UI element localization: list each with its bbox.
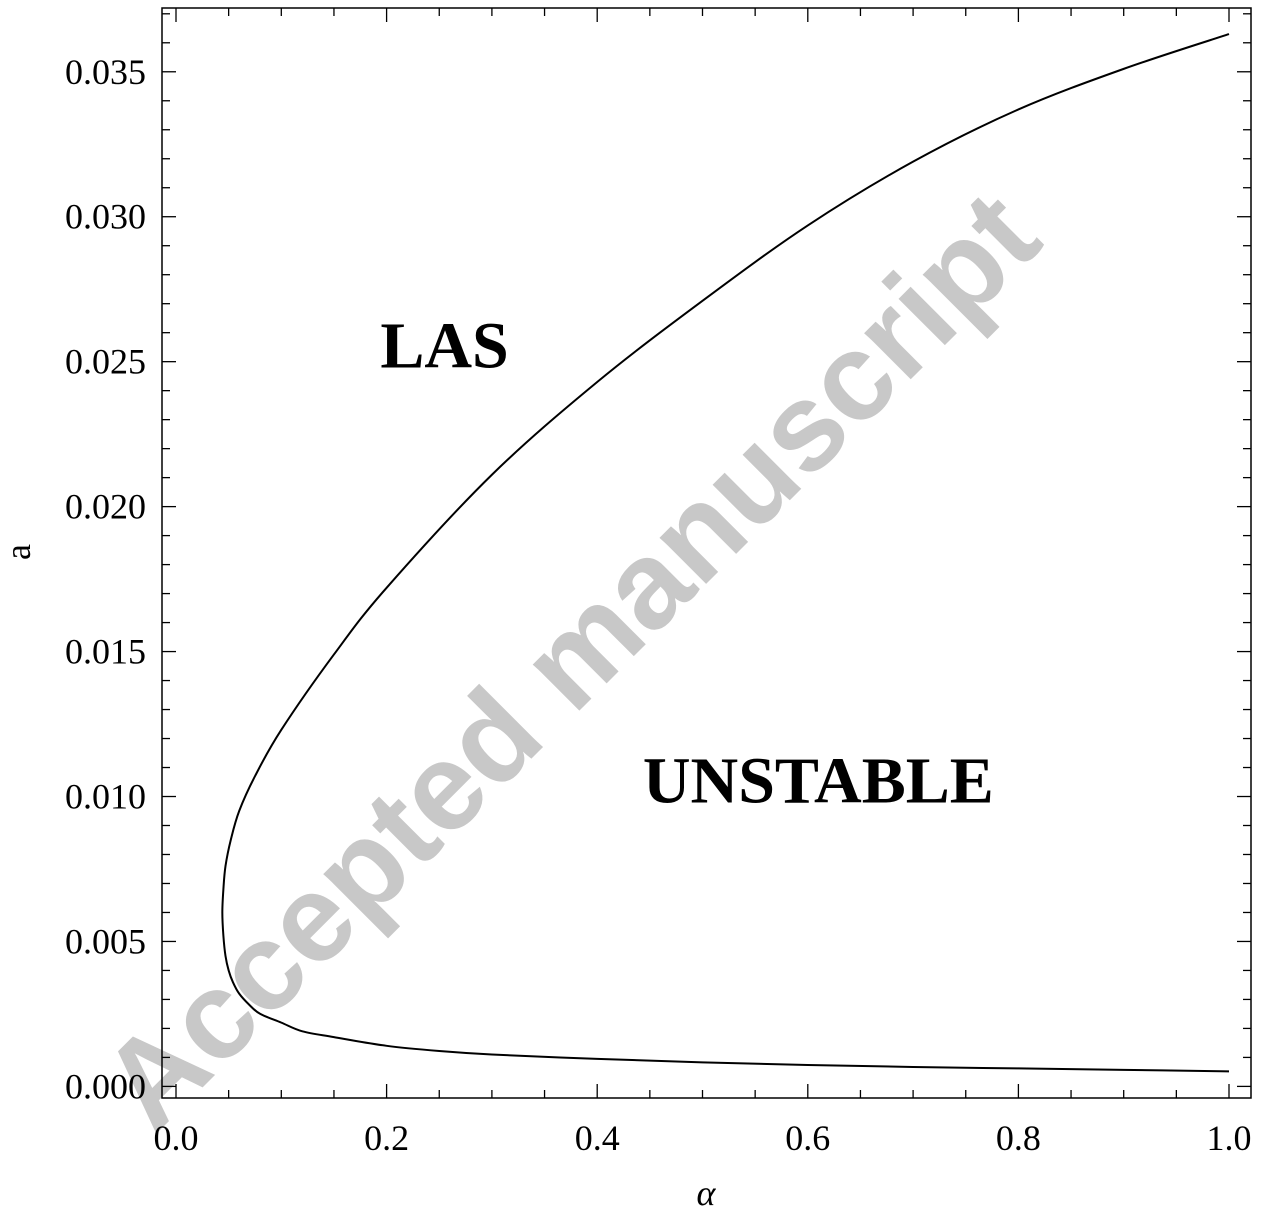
y-tick-label: 0.030 — [65, 197, 146, 237]
tick-labels: 0.0 0.2 0.4 0.6 0.8 1.0 0.000 0.005 0.010 0.015 0.… — [65, 52, 1252, 1158]
y-axis-label: a — [0, 544, 38, 560]
y-tick-label: 0.035 — [65, 52, 146, 92]
y-tick-label: 0.005 — [65, 921, 146, 961]
tick-marks — [162, 8, 1251, 1098]
las-region-label: LAS — [380, 309, 508, 382]
x-tick-label: 0.0 — [154, 1118, 199, 1158]
y-tick-label: 0.000 — [65, 1066, 146, 1106]
watermark-text: Accepted manuscript — [76, 166, 1065, 1155]
stability-boundary-curve — [221, 33, 1230, 1073]
x-axis-label: α — [697, 1173, 717, 1213]
unstable-region-label: UNSTABLE — [643, 744, 994, 817]
y-tick-label: 0.020 — [65, 487, 146, 527]
plot-frame — [161, 7, 1252, 1099]
x-tick-label: 1.0 — [1207, 1118, 1252, 1158]
y-tick-label: 0.015 — [65, 632, 146, 672]
x-tick-label: 0.6 — [785, 1118, 830, 1158]
region-labels: LAS UNSTABLE — [380, 309, 993, 817]
x-tick-label: 0.2 — [364, 1118, 409, 1158]
x-tick-label: 0.4 — [575, 1118, 620, 1158]
x-tick-label: 0.8 — [996, 1118, 1041, 1158]
y-tick-label: 0.010 — [65, 777, 146, 817]
y-tick-label: 0.025 — [65, 342, 146, 382]
